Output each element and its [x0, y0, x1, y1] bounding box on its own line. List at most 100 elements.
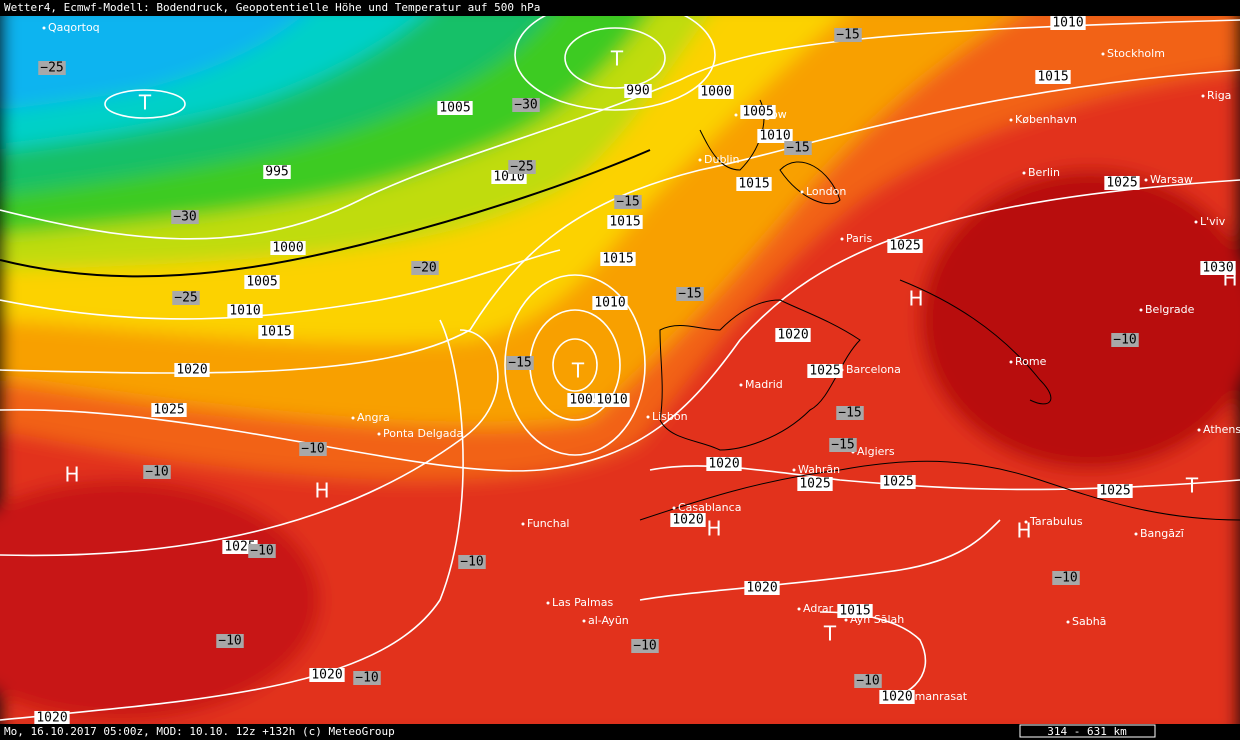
- isobar-label-box: [309, 668, 345, 682]
- footer-text: Mo, 16.10.2017 05:00z, MOD: 10.10. 12z +…: [4, 725, 395, 738]
- isobar-label: 1020: [176, 363, 207, 378]
- city-dot: [377, 432, 381, 436]
- isobar-label: 1020: [777, 328, 808, 343]
- city-dot: [42, 26, 46, 30]
- temperature-label-box: [353, 671, 381, 685]
- isobar-label-box: [592, 296, 628, 310]
- temperature-label-box: [38, 61, 66, 75]
- map-title: Wetter4, Ecmwf-Modell: Bodendruck, Geopo…: [4, 1, 540, 14]
- isobar-label: 1000: [700, 85, 731, 100]
- temperature-label: −10: [250, 544, 273, 559]
- city-dot: [698, 158, 702, 162]
- temperature-label: −10: [301, 442, 324, 457]
- isobar-label: 1025: [1106, 176, 1137, 191]
- city-dot: [1066, 620, 1070, 624]
- city-dot: [546, 601, 550, 605]
- city-label: al-Ayūn: [588, 614, 629, 627]
- city-label: København: [1015, 113, 1077, 126]
- city-dot: [734, 113, 738, 117]
- temperature-label: −10: [355, 671, 378, 686]
- city-label: Tarabulus: [1029, 515, 1083, 528]
- isobar-label-box: [887, 239, 923, 253]
- temperature-label-box: [216, 634, 244, 648]
- isobar-label: 1000: [272, 241, 303, 256]
- temperature-label: −10: [460, 555, 483, 570]
- temperature-label-box: [411, 261, 439, 275]
- city-label: Angra: [357, 411, 390, 424]
- pressure-center: T: [1185, 474, 1199, 498]
- temperature-label: −15: [508, 356, 531, 371]
- isobar-label-box: [244, 275, 280, 289]
- temperature-label: −25: [510, 160, 533, 175]
- city-dot: [1022, 171, 1026, 175]
- isobar-label: 1005: [569, 393, 600, 408]
- city-label: Stockholm: [1107, 47, 1165, 60]
- city-dot: [1134, 532, 1138, 536]
- coastlines: [639, 99, 1240, 521]
- isobar-label-box: [174, 363, 210, 377]
- isobars: [0, 0, 1240, 721]
- pressure-center: H: [1016, 519, 1031, 543]
- isobar-label-box: [1104, 176, 1140, 190]
- temperature-label: −15: [838, 406, 861, 421]
- city-dot: [582, 619, 586, 623]
- pressure-center: H: [64, 463, 79, 487]
- isobar-label-box: [437, 101, 473, 115]
- isobar-label: 1015: [260, 325, 291, 340]
- city-dot: [1101, 52, 1105, 56]
- isobar-label-box: [757, 129, 793, 143]
- isobar-label-box: [624, 84, 652, 98]
- city-dot: [739, 383, 743, 387]
- isobar-label: 1015: [602, 252, 633, 267]
- temperature-label-box: [143, 465, 171, 479]
- city-dot: [1024, 520, 1028, 524]
- isobar-label: 1010: [759, 129, 790, 144]
- temperature-label-box: [299, 442, 327, 456]
- city-dot: [792, 468, 796, 472]
- pressure-center: H: [706, 517, 721, 541]
- pressure-center: H: [1222, 267, 1237, 291]
- isobar-label-box: [807, 364, 843, 378]
- isobar-label: 1020: [36, 711, 67, 726]
- isobar-label-box: [775, 328, 811, 342]
- city-label: Athens: [1203, 423, 1240, 436]
- isobar-label-box: [698, 85, 734, 99]
- temperature-label-box: [512, 98, 540, 112]
- isobar-label-box: [227, 304, 263, 318]
- temperature-label: −10: [856, 674, 879, 689]
- city-label: Lisbon: [652, 410, 688, 423]
- temperature-label: −25: [40, 61, 63, 76]
- temperature-label-box: [784, 141, 812, 155]
- isobar-label: 1020: [746, 581, 777, 596]
- temperature-label: −10: [145, 465, 168, 480]
- city-dot: [1009, 360, 1013, 364]
- city-dot: [1194, 220, 1198, 224]
- isobar-label: 1015: [609, 215, 640, 230]
- pressure-center: T: [571, 359, 585, 383]
- isobar-label: 1020: [672, 513, 703, 528]
- isobar-label: 1005: [246, 275, 277, 290]
- temperature-label-box: [458, 555, 486, 569]
- city-label: Riga: [1207, 89, 1231, 102]
- pressure-center: H: [908, 287, 923, 311]
- city-label: Tamanrasat: [902, 690, 968, 703]
- isobar-label-box: [797, 477, 833, 491]
- temperature-label: −10: [1113, 333, 1136, 348]
- isobar-label-box: [1035, 70, 1071, 84]
- isobar-label-box: [594, 393, 630, 407]
- isobar-label: 1025: [1099, 484, 1130, 499]
- isobar-label: 1015: [1037, 70, 1068, 85]
- temperature-label-box: [854, 674, 882, 688]
- isobar-label: 1015: [738, 177, 769, 192]
- isobar-label: 1010: [1052, 16, 1083, 31]
- city-dot: [844, 618, 848, 622]
- temperature-label: −15: [616, 195, 639, 210]
- isobar-label: 1010: [596, 393, 627, 408]
- city-label: Algiers: [857, 445, 895, 458]
- city-label: Rome: [1015, 355, 1047, 368]
- temperature-label-box: [836, 406, 864, 420]
- isobar-label: 1020: [311, 668, 342, 683]
- city-label: Madrid: [745, 378, 783, 391]
- city-label: London: [806, 185, 846, 198]
